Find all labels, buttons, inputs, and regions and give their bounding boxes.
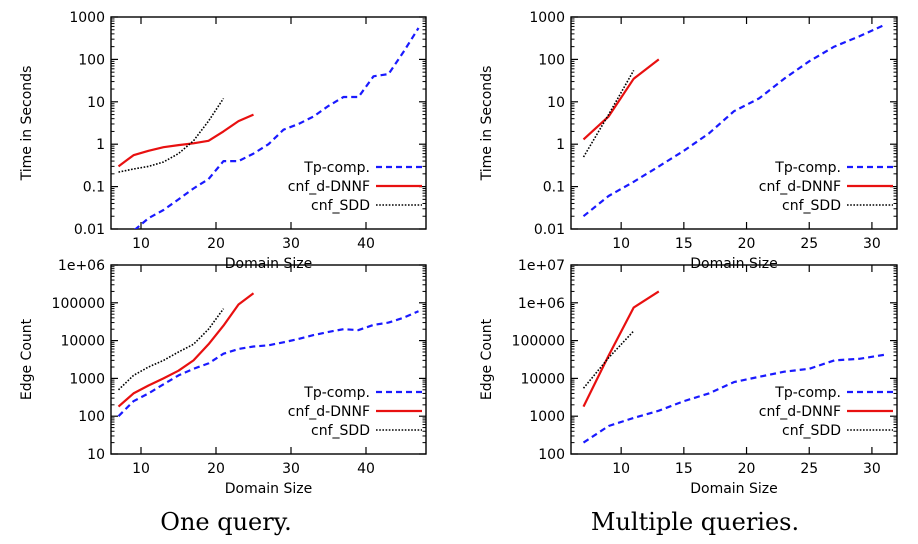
plot-area — [117, 27, 420, 229]
x-tick-label: 40 — [357, 461, 375, 477]
plot-frame — [570, 264, 898, 455]
legend-label: Tp-comp. — [774, 385, 841, 401]
series-line-cnf-sdd — [118, 97, 225, 173]
series-line-tp-comp- — [582, 353, 885, 444]
y-tick-label: 0.01 — [534, 222, 565, 238]
legend-label: cnf_SDD — [782, 198, 841, 214]
x-tick-label: 30 — [282, 461, 300, 477]
x-tick-label: 30 — [282, 236, 300, 252]
y-tick-label: 1 — [96, 137, 105, 153]
chart-time-one-query: 0.01 0.1 1 10 100 1000 10 20 30 40 Domain Size Time… — [19, 10, 427, 272]
x-tick-label: 15 — [675, 236, 693, 252]
series-line-tp-comp- — [582, 23, 885, 218]
y-tick-label: 10 — [547, 95, 565, 111]
y-tick-label: 1 — [556, 137, 565, 153]
y-axis-label: Edge Count — [479, 318, 495, 400]
y-tick-label: 0.01 — [74, 222, 105, 238]
series-line-tp-comp- — [117, 310, 419, 417]
legend-label: Tp-comp. — [303, 160, 370, 176]
x-tick-label: 20 — [207, 461, 225, 477]
legend-label: cnf_SDD — [311, 423, 370, 439]
series-line-cnf-d-dnnf — [582, 58, 660, 141]
x-tick-label: 15 — [675, 461, 693, 477]
y-tick-label: 100 — [538, 52, 565, 68]
x-tick-label: 40 — [357, 236, 375, 252]
plot-area — [117, 292, 419, 417]
series-line-cnf-d-dnnf — [117, 113, 254, 168]
y-tick-label: 10000 — [520, 371, 565, 387]
x-tick-label: 10 — [612, 461, 630, 477]
plot-area — [582, 23, 885, 218]
y-axis-label: Edge Count — [19, 318, 35, 400]
y-tick-label: 1e+06 — [518, 296, 565, 312]
legend-label: cnf_d-DNNF — [759, 404, 841, 420]
y-tick-label: 10000 — [60, 334, 105, 350]
y-tick-label: 1000 — [529, 409, 565, 425]
x-tick-label: 30 — [863, 236, 881, 252]
y-tick-label: 100 — [538, 447, 565, 463]
plot-frame — [110, 264, 427, 455]
y-tick-label: 10 — [87, 447, 105, 463]
plot-frame — [570, 16, 898, 230]
plot-frame — [110, 16, 427, 230]
x-tick-label: 30 — [863, 461, 881, 477]
legend-label: cnf_SDD — [782, 423, 841, 439]
legend-label: cnf_SDD — [311, 198, 370, 214]
legend-label: cnf_d-DNNF — [759, 179, 841, 195]
y-tick-label: 1e+07 — [518, 258, 565, 274]
series-line-cnf-d-dnnf — [582, 290, 660, 408]
y-tick-label: 1e+06 — [58, 258, 105, 274]
y-tick-label: 100000 — [512, 334, 565, 350]
y-tick-label: 0.1 — [543, 180, 565, 196]
y-tick-label: 1000 — [69, 371, 105, 387]
series-line-tp-comp- — [134, 27, 420, 229]
x-axis-label: Domain Size — [690, 256, 778, 272]
series-line-cnf-sdd — [582, 330, 635, 389]
y-tick-label: 100 — [78, 409, 105, 425]
chart-edges-multiple-queries: 100 1000 10000 100000 1e+06 1e+07 10 15 20 25 30 Do… — [479, 258, 898, 497]
caption-right: Multiple queries. — [591, 508, 799, 536]
series-line-cnf-sdd — [117, 308, 225, 391]
x-tick-label: 25 — [800, 236, 818, 252]
y-tick-label: 100 — [78, 52, 105, 68]
y-axis-label: Time in Seconds — [19, 66, 35, 182]
legend-label: Tp-comp. — [774, 160, 841, 176]
series-line-cnf-d-dnnf — [117, 292, 255, 408]
caption-left: One query. — [160, 508, 291, 536]
x-tick-label: 10 — [132, 461, 150, 477]
x-tick-label: 10 — [612, 236, 630, 252]
y-axis-label: Time in Seconds — [479, 66, 495, 182]
y-tick-label: 1000 — [69, 10, 105, 26]
chart-time-multiple-queries: 0.01 0.1 1 10 100 1000 10 15 20 25 30 Domain Size Ti… — [479, 10, 898, 272]
x-tick-label: 20 — [207, 236, 225, 252]
y-tick-label: 1000 — [529, 10, 565, 26]
legend-label: cnf_d-DNNF — [288, 179, 370, 195]
y-tick-label: 10 — [87, 95, 105, 111]
chart-edges-one-query: 10 100 1000 10000 100000 1e+06 10 20 30 40 Domain … — [19, 258, 427, 497]
legend-label: Tp-comp. — [303, 385, 370, 401]
plot-area — [582, 290, 885, 444]
x-axis-label: Domain Size — [690, 481, 778, 497]
x-tick-label: 25 — [800, 461, 818, 477]
x-axis-label: Domain Size — [225, 256, 313, 272]
x-tick-label: 20 — [738, 461, 756, 477]
x-axis-label: Domain Size — [225, 481, 313, 497]
x-tick-label: 20 — [738, 236, 756, 252]
y-tick-label: 100000 — [52, 296, 105, 312]
series-line-cnf-sdd — [582, 70, 635, 158]
x-tick-label: 10 — [132, 236, 150, 252]
y-tick-label: 0.1 — [83, 180, 105, 196]
legend-label: cnf_d-DNNF — [288, 404, 370, 420]
